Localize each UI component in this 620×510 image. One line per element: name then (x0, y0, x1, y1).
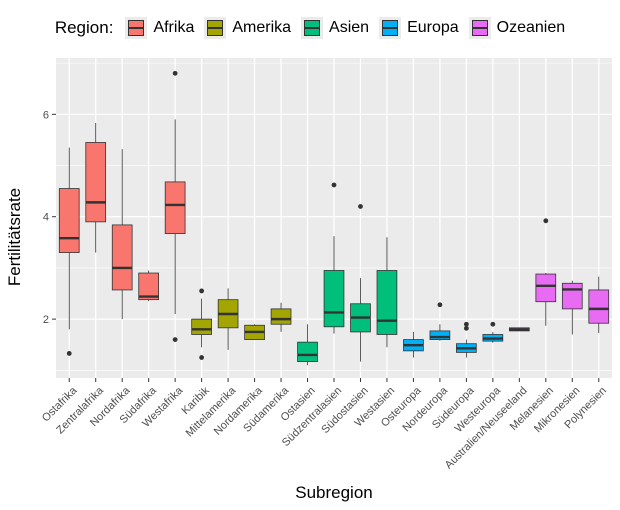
box-westasien (376, 270, 398, 335)
legend-item-amerika: Amerika (204, 17, 291, 39)
y-axis-title-text: Fertilitätsrate (5, 187, 24, 287)
box-mikronesien (561, 282, 583, 310)
box-südafrika (138, 272, 159, 301)
legend-label-afrika: Afrika (153, 19, 195, 36)
y-tick-label: 4 (43, 212, 49, 224)
outlier-point (543, 218, 549, 224)
outlier-point (490, 321, 496, 327)
legend-item-asien: Asien (301, 17, 369, 39)
box-ostasien (297, 341, 318, 363)
legend-key-ozeanien (468, 17, 491, 39)
legend-label-ozeanien: Ozeanien (496, 19, 566, 36)
box-westafrika (164, 181, 186, 235)
box-zentralafrika (85, 142, 107, 223)
legend-key-amerika (204, 17, 227, 39)
legend-item-europa: Europa (379, 17, 459, 39)
outlier-point (331, 182, 337, 188)
y-tick-label: 2 (43, 314, 49, 326)
box-südzentralasien (323, 270, 345, 328)
legend-label-amerika: Amerika (232, 19, 292, 36)
legend-key-asien (301, 17, 324, 39)
outlier-point (66, 351, 72, 356)
box-südamerika (270, 308, 292, 325)
outlier-point (437, 302, 443, 308)
box-polynesien (588, 289, 610, 324)
outlier-point (463, 321, 469, 327)
legend: Region: Afrika Amerika Asien Europa Ozea… (0, 14, 620, 42)
y-axis-title: Fertilitätsrate (4, 162, 26, 312)
outlier-point (199, 355, 205, 360)
legend-item-afrika: Afrika (125, 17, 194, 39)
legend-key-afrika (125, 17, 148, 39)
outlier-point (463, 325, 469, 331)
box-karibik (191, 318, 212, 335)
outlier-point (172, 337, 178, 342)
outlier-point (172, 70, 178, 76)
x-axis-title: Subregion (295, 483, 373, 502)
outlier-point (199, 288, 205, 294)
legend-title: Region: (54, 18, 114, 37)
outlier-point (358, 204, 363, 209)
legend-label-asien: Asien (329, 19, 370, 36)
legend-item-ozeanien: Ozeanien (468, 17, 566, 39)
box-nordafrika (111, 224, 133, 291)
box-nordeuropa (429, 330, 451, 340)
box-melanesien (535, 273, 557, 303)
legend-key-europa (379, 17, 402, 39)
y-tick-label: 6 (43, 109, 49, 121)
box-ostafrika (58, 188, 80, 253)
legend-label-europa: Europa (407, 19, 459, 36)
